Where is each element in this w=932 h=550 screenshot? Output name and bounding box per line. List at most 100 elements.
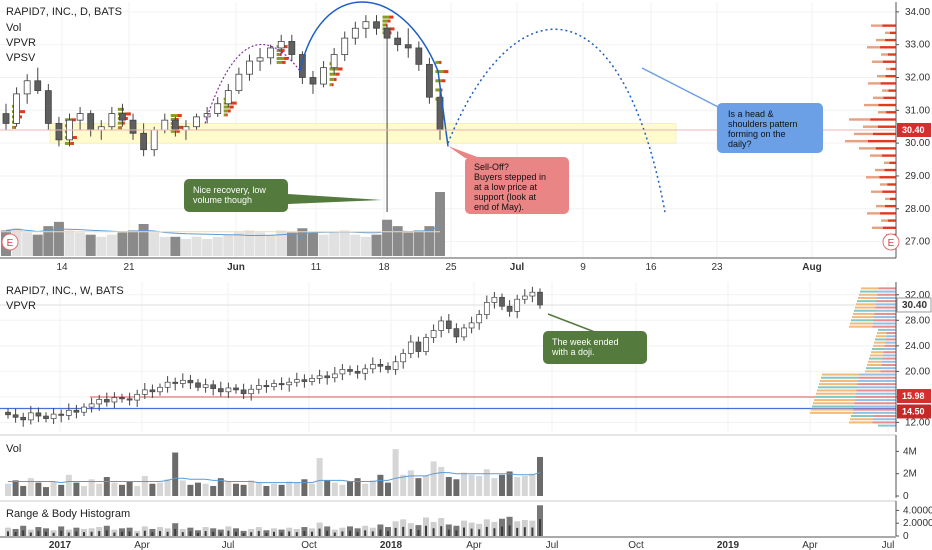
weekly-vpvr-bar-up <box>852 316 874 319</box>
volume-bar <box>430 461 437 496</box>
weekly-vpvr-bar-down <box>876 300 896 303</box>
histogram-body-bar <box>250 532 253 536</box>
callout-sell-off[interactable]: Sell-Off? Buyers stepped in at a low pri… <box>448 146 569 214</box>
session-profile-bar-down <box>439 60 442 64</box>
weekly-candle-body <box>514 298 521 312</box>
callout-head-shoulders[interactable]: Is a head & shoulders pattern forming on… <box>641 67 823 153</box>
indicator-vpvr-label: VPVR <box>6 37 36 49</box>
callout-nice-recovery[interactable]: Nice recovery, low volume though <box>184 179 382 212</box>
weekly-level-label-high: 15.98 <box>902 391 925 401</box>
volume-bar <box>324 480 331 496</box>
daily-last-price-label: 30.40 <box>902 125 925 135</box>
weekly-candle-body <box>43 415 49 419</box>
weekly-vpvr-bar-up <box>866 367 881 370</box>
histogram-body-bar <box>197 532 199 536</box>
vpvr-bar-up <box>871 190 883 193</box>
vpvr-bar-up <box>876 204 885 208</box>
weekly-candle-body <box>141 389 148 395</box>
session-profile-bar-down <box>227 109 231 113</box>
vpvr-bar-up <box>875 168 885 172</box>
volume-bar <box>202 483 209 496</box>
volume-bar <box>278 484 285 496</box>
weekly-candle-body <box>438 320 445 331</box>
histogram-body-bar <box>166 531 169 536</box>
session-profile-bar-down <box>279 53 282 57</box>
histogram-body-bar <box>303 531 306 536</box>
histogram-body-bar <box>75 531 78 536</box>
vpvr-bar-up <box>877 74 886 78</box>
daily-candle-body <box>362 21 370 29</box>
daily-price-tick-label: 29.00 <box>905 171 930 182</box>
session-profile-bar-up <box>223 109 228 113</box>
weekly-candle-body <box>453 328 460 338</box>
weekly-vpvr-bar-up <box>872 348 884 351</box>
weekly-vpvr-bar-up <box>877 332 887 335</box>
histogram-body-bar <box>98 531 101 536</box>
volume-bar <box>529 473 536 496</box>
weekly-vpvr-bar-down <box>856 389 896 392</box>
weekly-candle-body <box>172 381 179 384</box>
daily-volume-bar <box>233 232 244 256</box>
volume-panel: 0 2M 4M <box>0 434 917 502</box>
daily-volume-bar <box>276 230 287 256</box>
daily-price-tick-label: 32.00 <box>905 72 930 83</box>
daily-candle-body <box>404 44 412 49</box>
daily-volume-bar <box>255 232 266 256</box>
histogram-body-bar <box>447 529 450 536</box>
volume-bar <box>134 485 141 496</box>
histogram-body-bar <box>295 532 298 536</box>
histogram-body-bar <box>219 532 222 536</box>
weekly-vpvr-bar-down <box>886 335 896 338</box>
histogram-body-bar <box>463 527 465 536</box>
weekly-vpvr-bar-down <box>877 296 896 299</box>
weekly-vpvr-bar-up <box>851 319 874 322</box>
weekly-vpvr-bar-up <box>855 306 876 309</box>
weekly-vpvr-bar-up <box>865 370 881 373</box>
weekly-vpvr-bar-down <box>859 373 896 376</box>
daily-volume-bar <box>371 234 382 256</box>
callout-sell-off-line4: support (look at <box>474 192 537 202</box>
daily-time-tick-label: 18 <box>378 262 390 273</box>
weekly-candle-body <box>461 327 467 338</box>
daily-time-tick-label: 9 <box>580 262 586 273</box>
daily-candle-body <box>23 80 31 95</box>
vpvr-bar-up <box>868 82 881 85</box>
weekly-vpvr-bar-down <box>858 379 896 382</box>
earnings-marker-left[interactable]: E <box>1 233 19 251</box>
weekly-vpvr-bar-down <box>854 405 896 408</box>
bottom-time-tick-label: Oct <box>628 540 644 550</box>
histogram-body-bar <box>105 530 108 536</box>
daily-candle-body <box>373 21 380 29</box>
indicator-vol-label: Vol <box>6 22 21 34</box>
histogram-body-bar <box>67 532 70 536</box>
volume-tick-label: 0 <box>903 491 909 502</box>
daily-candle-body <box>277 40 285 49</box>
callout-sell-off-line5: end of May). <box>474 202 524 212</box>
session-profile-bar-up <box>223 105 230 109</box>
session-profile-bar-down <box>333 77 337 81</box>
weekly-candle-body <box>27 412 34 421</box>
callout-week-doji[interactable]: The week ended with a doji. <box>543 313 647 364</box>
session-profile-bar-down <box>176 129 180 133</box>
daily-volume-bar <box>435 192 445 256</box>
daily-volume-bar <box>297 228 308 256</box>
volume-bar <box>81 485 87 496</box>
daily-candle-body <box>426 63 433 98</box>
vpvr-bar-up <box>884 161 890 165</box>
daily-time-tick-label: 21 <box>123 262 135 273</box>
daily-candle-body <box>34 80 42 92</box>
session-profile-bar-up <box>382 15 390 19</box>
weekly-vpvr-bar-up <box>860 290 878 293</box>
volume-bar <box>347 481 353 496</box>
weekly-candle-body <box>377 363 384 367</box>
weekly-vpvr-bar-down <box>858 376 896 379</box>
histogram-body-bar <box>212 531 215 536</box>
volume-bar <box>195 482 201 496</box>
weekly-candle-body <box>385 365 391 370</box>
daily-candle-body <box>171 119 179 131</box>
weekly-vpvr-bar-up <box>816 392 856 395</box>
volume-bar <box>65 474 72 496</box>
earnings-marker-right[interactable]: E <box>882 233 900 251</box>
weekly-last-price-label: 30.40 <box>902 300 927 311</box>
session-profile-bar-down <box>175 117 179 121</box>
